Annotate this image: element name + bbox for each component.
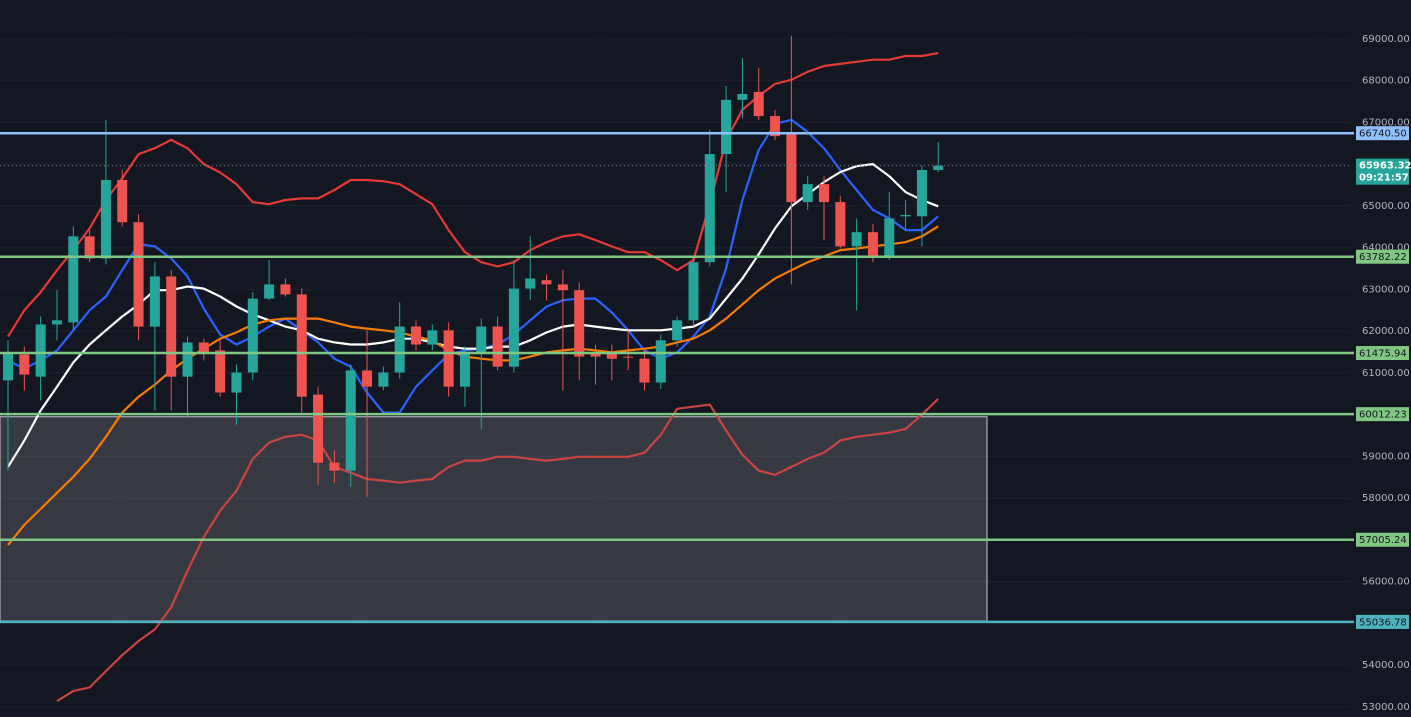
candle-body (737, 93, 748, 100)
candle-body (264, 284, 275, 299)
candle-body (933, 165, 944, 170)
candle-body (721, 99, 732, 155)
last-price-label: 65963.32 (1359, 161, 1411, 172)
y-tick-label: 62000.00 (1362, 326, 1410, 337)
candle-body (672, 320, 683, 341)
level-label: 55036.78 (1359, 617, 1407, 628)
price-axis: 53000.0054000.0055000.0056000.0057000.00… (1356, 34, 1411, 713)
candle-body (68, 236, 79, 323)
candle-body (411, 326, 421, 345)
candle-body (655, 340, 666, 383)
y-tick-label: 67000.00 (1362, 117, 1410, 128)
y-tick-label: 59000.00 (1362, 451, 1410, 462)
candle-body (133, 222, 144, 327)
zone-layer (0, 416, 988, 622)
level-label: 57005.24 (1359, 535, 1407, 546)
candle-body (786, 134, 797, 203)
level-label: 61475.94 (1359, 349, 1407, 360)
candle-body (35, 324, 46, 377)
candle-body (215, 350, 226, 393)
candle-body (623, 356, 634, 358)
candle-body (3, 352, 13, 381)
candle-body (247, 298, 258, 373)
candle-body (590, 352, 601, 357)
candle-body (606, 352, 617, 359)
indicator-line (56, 398, 939, 703)
candle-body (345, 370, 356, 471)
y-tick-label: 61000.00 (1362, 368, 1410, 379)
candle-body (362, 370, 373, 387)
candle-body (476, 326, 487, 353)
candle-body (770, 116, 781, 137)
candle-body (198, 342, 209, 353)
candle-body (835, 202, 846, 247)
candle-layer (3, 35, 944, 497)
candle-body (51, 320, 62, 325)
candle-body (541, 280, 552, 285)
y-tick-label: 68000.00 (1362, 76, 1410, 87)
level-label-box (1356, 346, 1409, 361)
indicator-line (7, 163, 939, 468)
level-label-box (1356, 126, 1409, 141)
candle-body (704, 154, 715, 263)
candle-body (884, 218, 895, 257)
level-label: 66740.50 (1359, 129, 1407, 140)
candle-body (525, 278, 536, 289)
y-tick-label: 65000.00 (1362, 201, 1410, 212)
candle-body (84, 236, 95, 259)
candle-body (394, 326, 405, 373)
y-tick-label: 54000.00 (1362, 660, 1410, 671)
candle-body (639, 358, 650, 383)
candle-body (867, 232, 878, 257)
candle-body (819, 184, 829, 203)
candle-body (117, 179, 128, 223)
candle-body (19, 354, 30, 375)
level-label: 63782.22 (1359, 252, 1407, 263)
candle-body (459, 352, 470, 387)
candle-body (313, 394, 324, 463)
candle-body (802, 184, 813, 203)
y-tick-label: 58000.00 (1362, 493, 1410, 504)
candle-body (100, 179, 111, 259)
y-tick-label: 56000.00 (1362, 577, 1410, 588)
level-label: 60012.23 (1359, 410, 1407, 421)
candle-body (329, 462, 340, 471)
candle-body (753, 91, 764, 117)
level-label-box (1356, 532, 1409, 547)
candle-body (508, 288, 519, 367)
level-layer (0, 131, 1354, 624)
last-price-box (1356, 158, 1409, 185)
indicator-line (7, 225, 939, 546)
candle-body (280, 284, 291, 295)
y-tick-label: 63000.00 (1362, 284, 1410, 295)
level-label-box (1356, 407, 1409, 422)
candle-body (182, 342, 193, 377)
level-label-box (1356, 614, 1409, 629)
candle-body (296, 294, 307, 397)
candle-body (166, 276, 177, 377)
candle-body (492, 326, 503, 367)
candle-body (851, 232, 862, 247)
candle-body (149, 276, 160, 327)
zone (0, 416, 988, 622)
y-tick-label: 53000.00 (1362, 702, 1410, 713)
level-label-box (1356, 249, 1409, 264)
candle-body (900, 215, 911, 217)
countdown-label: 09:21:57 (1359, 173, 1409, 184)
candle-body (688, 262, 699, 321)
candle-body (574, 290, 585, 357)
candle-body (916, 169, 927, 217)
y-tick-label: 69000.00 (1362, 34, 1410, 45)
y-tick-label: 64000.00 (1362, 243, 1410, 254)
candle-body (427, 330, 438, 345)
candle-body (443, 330, 454, 387)
candle-body (378, 372, 389, 387)
candle-body (557, 284, 568, 291)
candle-body (231, 372, 242, 393)
